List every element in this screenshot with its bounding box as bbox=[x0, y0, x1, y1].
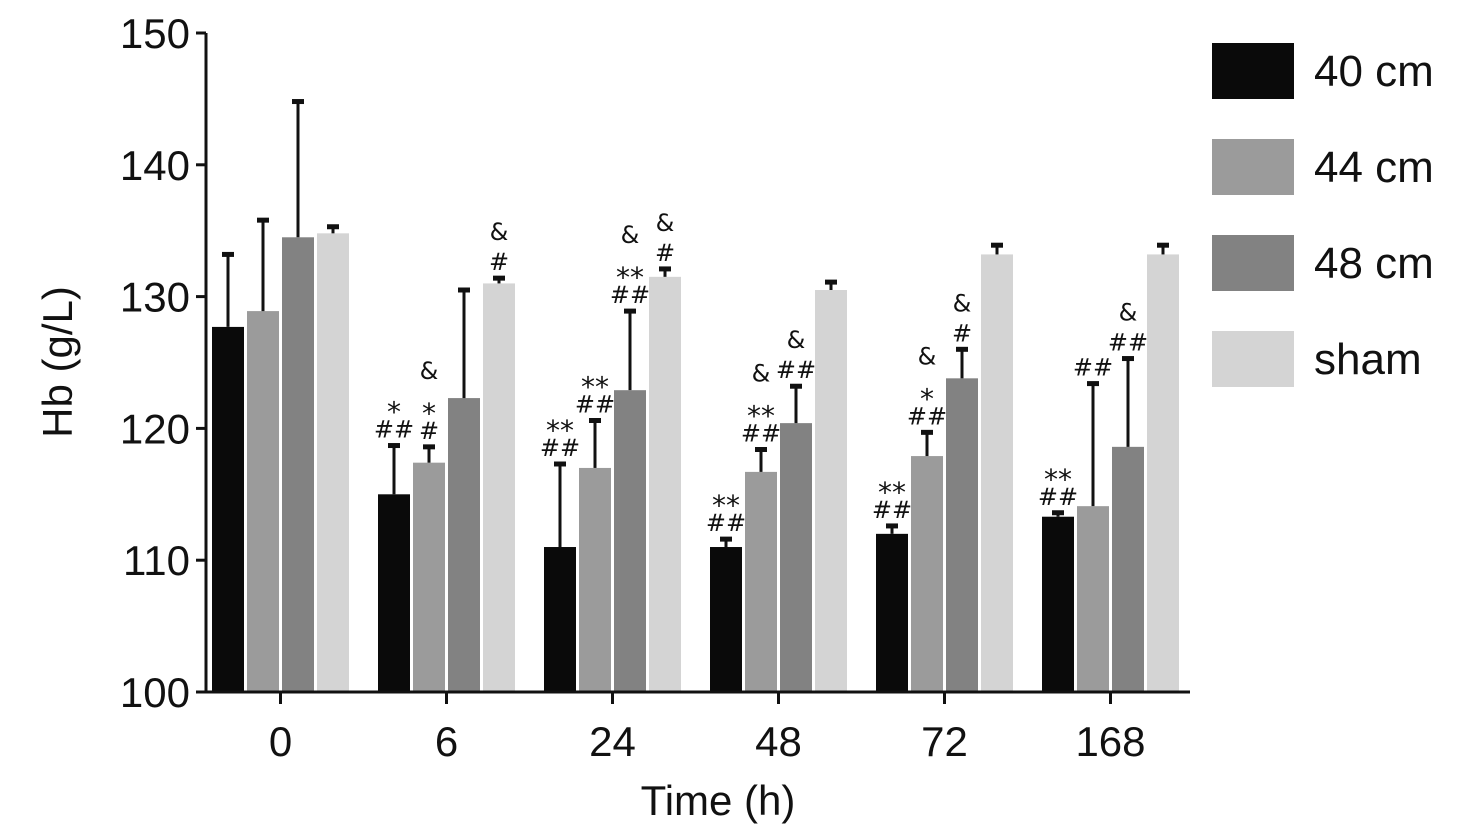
y-tick-label: 140 bbox=[120, 142, 190, 189]
bar bbox=[876, 533, 908, 692]
y-tick-label: 130 bbox=[120, 274, 190, 321]
y-ticks-layer: 100 110 120 130 140 150 bbox=[120, 10, 206, 716]
axes-layer bbox=[204, 33, 1190, 694]
legend-label: 44 cm bbox=[1314, 143, 1434, 192]
legend-swatch bbox=[1212, 235, 1294, 291]
bar bbox=[946, 378, 978, 692]
y-tick-label: 100 bbox=[120, 669, 190, 716]
bar bbox=[448, 398, 480, 692]
significance-mark: ## bbox=[872, 496, 912, 524]
significance-mark: ## bbox=[907, 402, 947, 430]
significance-mark: ** bbox=[546, 414, 574, 447]
significance-mark: & bbox=[752, 359, 771, 387]
bar bbox=[710, 547, 742, 692]
legend: 40 cm 44 cm 48 cm sham bbox=[1212, 43, 1434, 387]
significance-mark: ** bbox=[581, 370, 609, 403]
significance-mark: ## bbox=[575, 390, 615, 418]
significance-mark: & bbox=[621, 221, 640, 249]
bars-layer bbox=[212, 233, 1179, 693]
legend-label: 48 cm bbox=[1314, 239, 1434, 288]
bar bbox=[614, 390, 646, 692]
legend-label: 40 cm bbox=[1314, 47, 1434, 96]
bar bbox=[1112, 446, 1144, 692]
significance-mark: ## bbox=[610, 281, 650, 309]
significance-mark: ## bbox=[741, 419, 781, 447]
significance-mark: * bbox=[920, 382, 934, 415]
y-tick-label: 110 bbox=[123, 537, 190, 584]
bar bbox=[544, 547, 576, 692]
significance-mark: ** bbox=[712, 489, 740, 522]
significance-mark: & bbox=[787, 326, 806, 354]
y-tick-label: 150 bbox=[120, 10, 190, 57]
significance-mark: ** bbox=[616, 261, 644, 294]
x-tick-label: 24 bbox=[589, 718, 636, 765]
y-tick-label: 120 bbox=[120, 405, 190, 452]
significance-mark: ## bbox=[1038, 483, 1078, 511]
bar bbox=[378, 494, 410, 692]
significance-mark: & bbox=[953, 289, 972, 317]
bar bbox=[981, 254, 1013, 692]
significance-mark: # bbox=[419, 417, 439, 445]
x-axis-title: Time (h) bbox=[641, 777, 796, 824]
x-ticks-layer: 0 6 24 48 72 168 bbox=[269, 692, 1146, 765]
bar bbox=[413, 462, 445, 692]
significance-mark: ## bbox=[776, 356, 816, 384]
significance-mark: # bbox=[655, 239, 675, 267]
significance-mark: & bbox=[490, 218, 509, 246]
legend-swatch bbox=[1212, 139, 1294, 195]
significance-mark: ## bbox=[1073, 354, 1113, 382]
bar bbox=[745, 471, 777, 692]
bar bbox=[1042, 516, 1074, 692]
significance-mark: ## bbox=[706, 509, 746, 537]
significance-mark: & bbox=[656, 209, 675, 237]
bar bbox=[1077, 506, 1109, 692]
significance-mark: * bbox=[387, 396, 401, 429]
bar bbox=[1147, 254, 1179, 692]
significance-mark: * bbox=[422, 397, 436, 430]
significance-mark: # bbox=[952, 319, 972, 347]
legend-swatch bbox=[1212, 43, 1294, 99]
significance-mark: # bbox=[489, 248, 509, 276]
y-axis-title: Hb (g/L) bbox=[34, 286, 81, 438]
significance-mark: ** bbox=[1044, 463, 1072, 496]
bar bbox=[212, 326, 244, 692]
significance-mark: ## bbox=[540, 434, 580, 462]
significance-mark: ## bbox=[1108, 329, 1148, 357]
significance-mark: & bbox=[1119, 299, 1138, 327]
bar bbox=[911, 456, 943, 692]
bar bbox=[780, 423, 812, 692]
bar bbox=[649, 276, 681, 692]
significance-mark: ** bbox=[878, 476, 906, 509]
legend-label: sham bbox=[1314, 335, 1422, 384]
bar bbox=[483, 283, 515, 692]
x-tick-label: 48 bbox=[755, 718, 802, 765]
x-tick-label: 72 bbox=[921, 718, 968, 765]
significance-mark: & bbox=[420, 357, 439, 385]
significance-annotations-layer: ##*#*&#&##**##**##**&#&##**##**& ##&##**#… bbox=[374, 209, 1148, 537]
bar bbox=[247, 311, 279, 692]
error-bars-layer bbox=[222, 99, 1169, 548]
significance-mark: & bbox=[918, 342, 937, 370]
x-tick-label: 6 bbox=[435, 718, 458, 765]
x-tick-label: 0 bbox=[269, 718, 292, 765]
significance-mark: ## bbox=[374, 416, 414, 444]
bar bbox=[579, 467, 611, 692]
bar bbox=[317, 233, 349, 692]
bar bbox=[282, 237, 314, 693]
significance-mark: ** bbox=[747, 399, 775, 432]
legend-swatch bbox=[1212, 331, 1294, 387]
x-tick-label: 168 bbox=[1075, 718, 1145, 765]
bar bbox=[815, 290, 847, 692]
